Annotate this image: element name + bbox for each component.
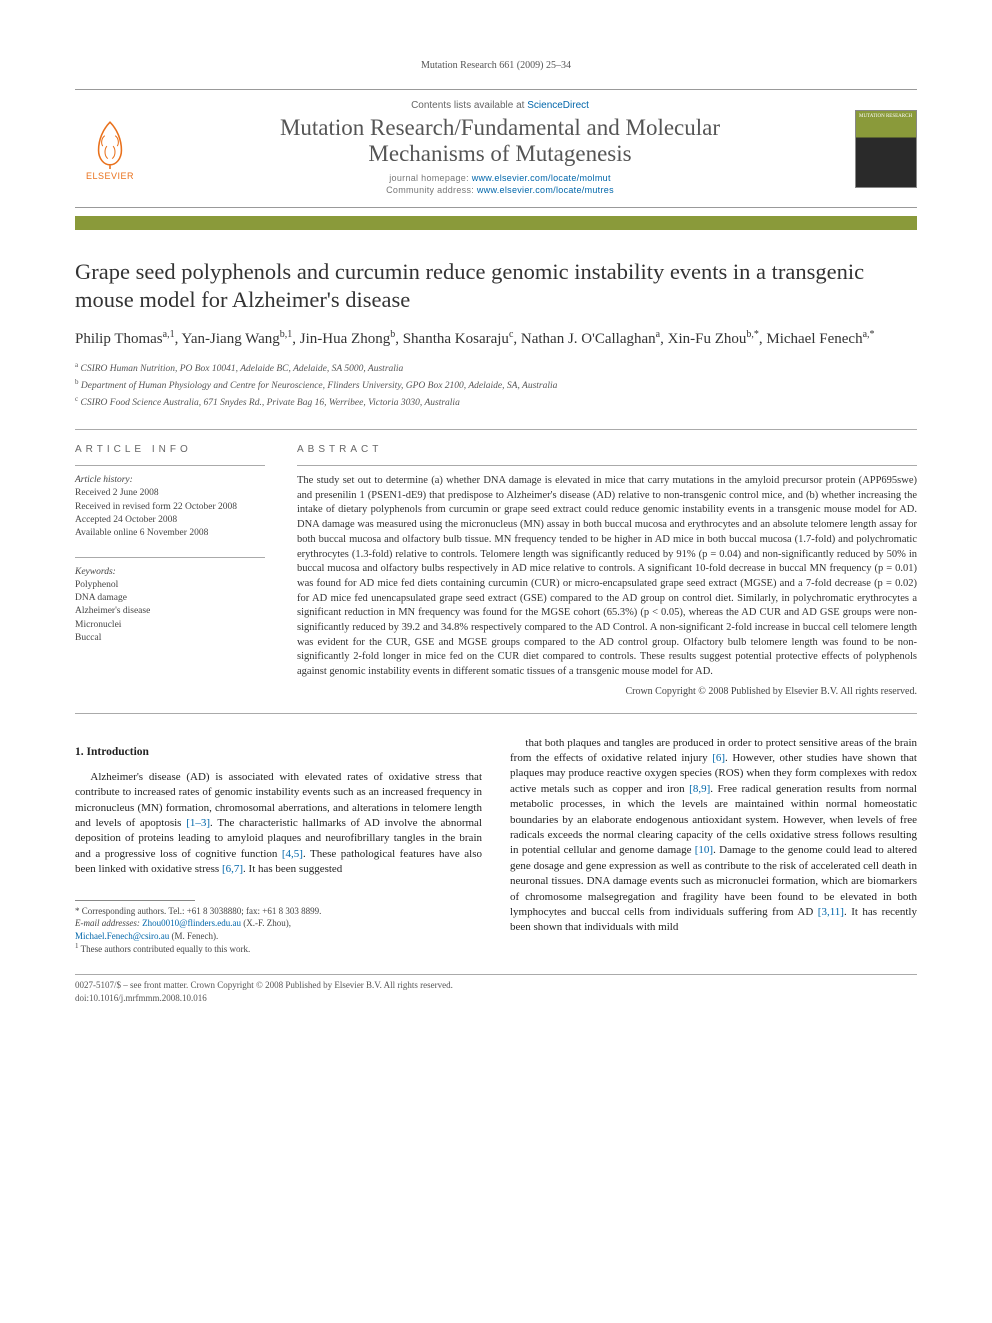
masthead-center: Contents lists available at ScienceDirec… xyxy=(157,100,843,197)
homepage-link[interactable]: www.elsevier.com/locate/molmut xyxy=(472,173,611,183)
info-rule-2 xyxy=(75,557,265,558)
abstract-rule xyxy=(297,465,917,466)
email-addresses-line: E-mail addresses: Zhou0010@flinders.edu.… xyxy=(75,917,482,930)
contents-list-line: Contents lists available at ScienceDirec… xyxy=(157,100,843,111)
homepage-label: journal homepage: xyxy=(389,173,471,183)
keyword-0: Polyphenol xyxy=(75,579,265,592)
abstract-label: ABSTRACT xyxy=(297,444,917,455)
sciencedirect-link[interactable]: ScienceDirect xyxy=(527,100,589,111)
accent-color-bar xyxy=(75,216,917,230)
cover-caption: MUTATION RESEARCH xyxy=(859,114,913,119)
section-1-heading: 1. Introduction xyxy=(75,744,482,760)
keywords-heading: Keywords: xyxy=(75,566,265,579)
footer-line-1: 0027-5107/$ – see front matter. Crown Co… xyxy=(75,979,917,992)
article-info-column: ARTICLE INFO Article history: Received 2… xyxy=(75,444,265,697)
journal-links: journal homepage: www.elsevier.com/locat… xyxy=(157,172,843,197)
affiliations: a CSIRO Human Nutrition, PO Box 10041, A… xyxy=(75,360,917,411)
affiliation-a: a CSIRO Human Nutrition, PO Box 10041, A… xyxy=(75,360,917,377)
history-accepted: Accepted 24 October 2008 xyxy=(75,514,265,527)
equal-contribution-note: 1 These authors contributed equally to t… xyxy=(75,942,482,956)
article-title: Grape seed polyphenols and curcumin redu… xyxy=(75,258,917,314)
masthead: ELSEVIER Contents lists available at Sci… xyxy=(75,89,917,208)
rule-bottom xyxy=(75,713,917,714)
running-head: Mutation Research 661 (2009) 25–34 xyxy=(75,60,917,71)
email1-who: (X.-F. Zhou), xyxy=(241,918,291,928)
rule-top xyxy=(75,429,917,430)
page-footer: 0027-5107/$ – see front matter. Crown Co… xyxy=(75,974,917,1004)
email-zhou-link[interactable]: Zhou0010@flinders.edu.au xyxy=(142,918,241,928)
affiliation-c: c CSIRO Food Science Australia, 671 Snyd… xyxy=(75,394,917,411)
journal-name-line1: Mutation Research/Fundamental and Molecu… xyxy=(280,115,720,140)
contents-prefix: Contents lists available at xyxy=(411,100,527,111)
history-heading: Article history: xyxy=(75,474,265,487)
body-para-2: that both plaques and tangles are produc… xyxy=(510,736,917,936)
community-link[interactable]: www.elsevier.com/locate/mutres xyxy=(477,185,614,195)
footnotes-block: * Corresponding authors. Tel.: +61 8 303… xyxy=(75,905,482,956)
info-abstract-row: ARTICLE INFO Article history: Received 2… xyxy=(75,444,917,697)
abstract-text: The study set out to determine (a) wheth… xyxy=(297,474,917,680)
journal-name: Mutation Research/Fundamental and Molecu… xyxy=(157,115,843,168)
community-label: Community address: xyxy=(386,185,477,195)
corresponding-author-note: * Corresponding authors. Tel.: +61 8 303… xyxy=(75,905,482,918)
email-fenech-line: Michael.Fenech@csiro.au (M. Fenech). xyxy=(75,930,482,943)
info-rule-1 xyxy=(75,465,265,466)
keyword-2: Alzheimer's disease xyxy=(75,605,265,618)
history-received: Received 2 June 2008 xyxy=(75,487,265,500)
history-revised: Received in revised form 22 October 2008 xyxy=(75,501,265,514)
author-list: Philip Thomasa,1, Yan-Jiang Wangb,1, Jin… xyxy=(75,328,917,350)
body-para-1: Alzheimer's disease (AD) is associated w… xyxy=(75,770,482,878)
keywords-block: Keywords: Polyphenol DNA damage Alzheime… xyxy=(75,566,265,646)
body-two-column: 1. Introduction Alzheimer's disease (AD)… xyxy=(75,736,917,956)
emails-label: E-mail addresses: xyxy=(75,918,142,928)
affiliation-b: b Department of Human Physiology and Cen… xyxy=(75,377,917,394)
crown-copyright: Crown Copyright © 2008 Published by Else… xyxy=(297,686,917,697)
journal-cover-thumbnail: MUTATION RESEARCH xyxy=(855,110,917,188)
footer-doi: doi:10.1016/j.mrfmmm.2008.10.016 xyxy=(75,992,917,1005)
elsevier-wordmark: ELSEVIER xyxy=(86,171,134,181)
journal-name-line2: Mechanisms of Mutagenesis xyxy=(368,141,631,166)
elsevier-tree-icon xyxy=(84,117,136,169)
abstract-column: ABSTRACT The study set out to determine … xyxy=(297,444,917,697)
keyword-1: DNA damage xyxy=(75,592,265,605)
article-history-block: Article history: Received 2 June 2008 Re… xyxy=(75,474,265,540)
keyword-4: Buccal xyxy=(75,632,265,645)
email2-who: (M. Fenech). xyxy=(169,931,218,941)
history-online: Available online 6 November 2008 xyxy=(75,527,265,540)
footnotes-divider xyxy=(75,900,195,901)
page-root: Mutation Research 661 (2009) 25–34 ELSEV… xyxy=(0,0,992,1044)
elsevier-logo: ELSEVIER xyxy=(75,111,145,186)
email-fenech-link[interactable]: Michael.Fenech@csiro.au xyxy=(75,931,169,941)
article-info-label: ARTICLE INFO xyxy=(75,444,265,455)
keyword-3: Micronuclei xyxy=(75,619,265,632)
